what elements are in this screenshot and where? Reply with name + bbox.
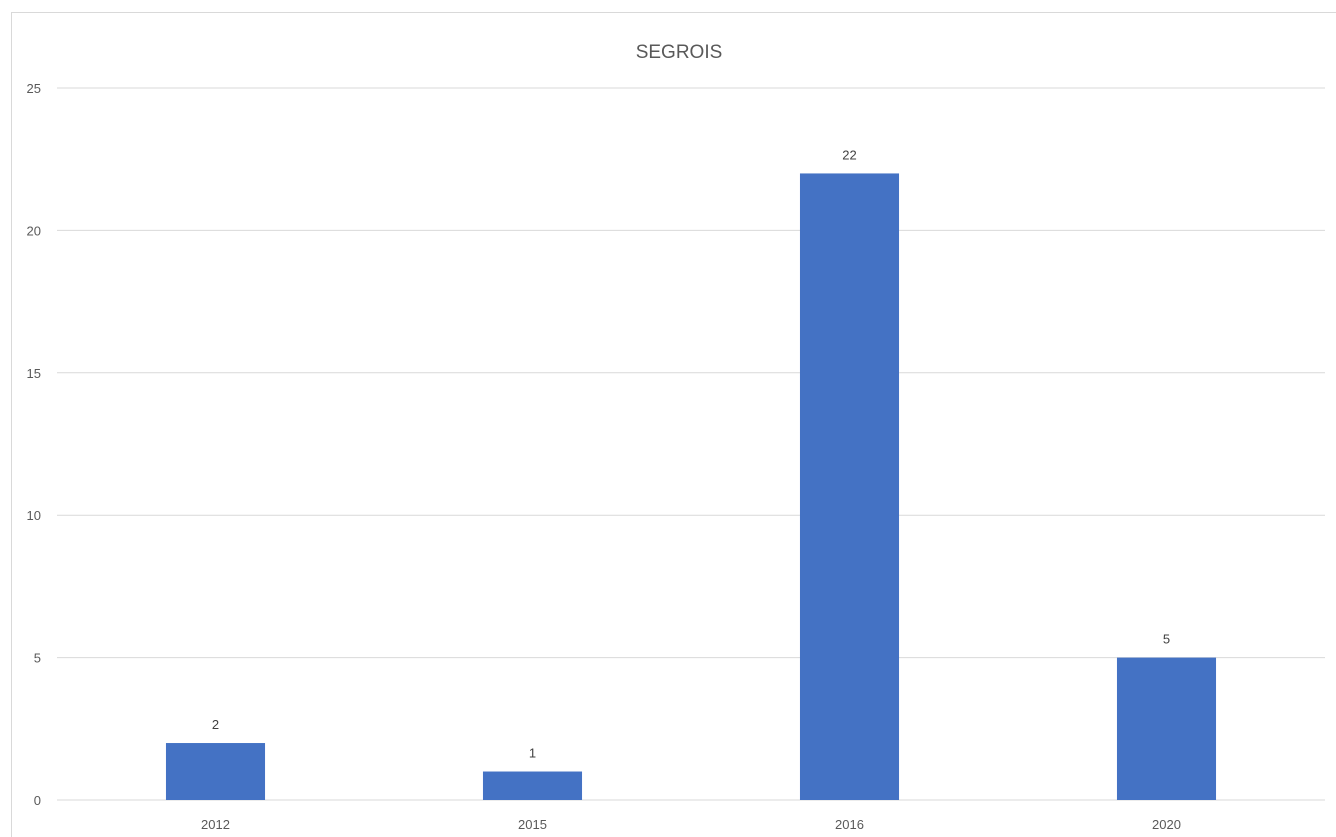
y-tick-label: 10 <box>27 508 41 523</box>
bar <box>165 743 266 800</box>
data-label: 2 <box>212 717 219 732</box>
bar <box>799 173 900 800</box>
y-axis-ticks: 0 5 10 15 20 25 <box>27 81 41 808</box>
y-tick-label: 20 <box>27 223 41 238</box>
gridlines <box>57 87 1325 659</box>
y-tick-label: 0 <box>34 793 41 808</box>
chart-title: SEGROIS <box>636 42 723 63</box>
x-tick-label: 2015 <box>518 817 547 832</box>
data-label: 1 <box>529 746 536 761</box>
y-tick-label: 25 <box>27 81 41 96</box>
data-labels: 2 1 22 5 <box>212 147 1170 760</box>
chart-area <box>11 12 1336 837</box>
x-tick-label: 2016 <box>835 817 864 832</box>
x-tick-label: 2012 <box>201 817 230 832</box>
data-label: 22 <box>842 147 856 162</box>
y-tick-label: 5 <box>34 651 41 666</box>
y-tick-label: 15 <box>27 366 41 381</box>
data-label: 5 <box>1163 632 1170 647</box>
x-axis-ticks: 2012 2015 2016 2020 <box>201 817 1181 832</box>
x-tick-label: 2020 <box>1152 817 1181 832</box>
bar <box>482 771 583 800</box>
bar <box>1116 657 1217 800</box>
bars <box>165 173 1217 800</box>
